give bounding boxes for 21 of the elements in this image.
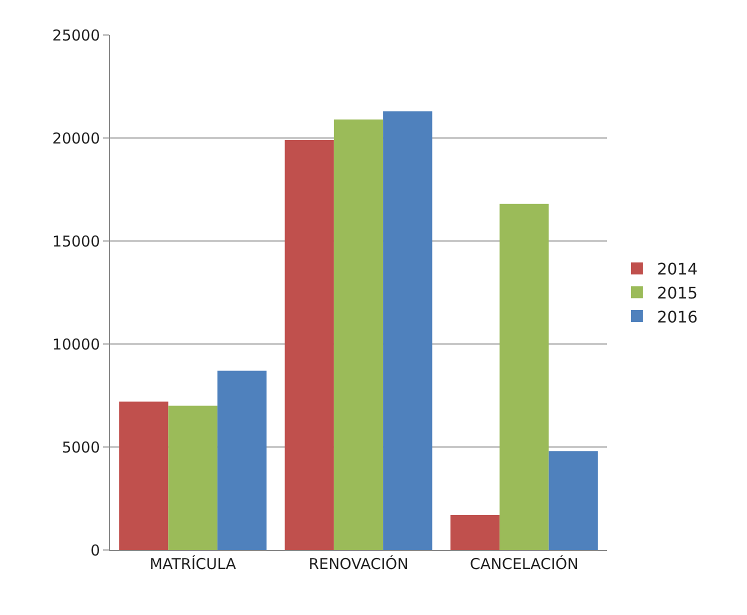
bar: [548, 451, 598, 550]
bar: [500, 204, 549, 550]
y-tick-label: 25000: [52, 26, 100, 44]
x-tick-label: RENOVACIÓN: [308, 555, 408, 573]
legend-label: 2016: [656, 307, 698, 326]
bar: [284, 140, 334, 550]
legend-label: 2015: [656, 283, 698, 302]
y-tick-label: 15000: [52, 232, 100, 250]
legend-label: 2014: [656, 260, 698, 279]
bar: [450, 514, 500, 550]
bar: [334, 119, 384, 550]
bar: [383, 111, 432, 550]
bar: [119, 402, 168, 550]
bar: [168, 406, 218, 550]
y-tick-label: 10000: [52, 335, 100, 354]
x-tick-label: CANCELACIÓN: [470, 555, 578, 573]
bar: [217, 370, 267, 550]
x-tick-label: MATRÍCULA: [150, 555, 237, 573]
y-tick-label: 20000: [52, 129, 100, 148]
y-tick-label: 5000: [62, 438, 100, 456]
y-tick-label: 0: [90, 541, 100, 560]
